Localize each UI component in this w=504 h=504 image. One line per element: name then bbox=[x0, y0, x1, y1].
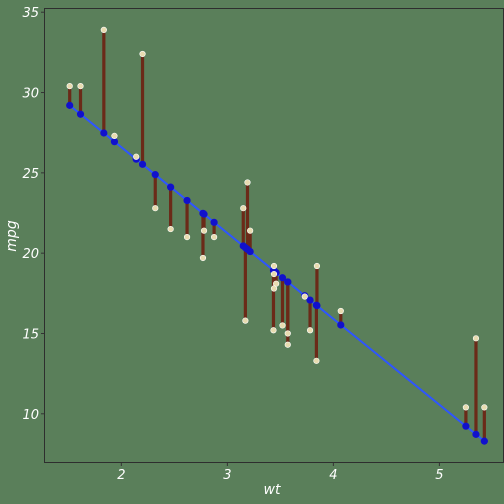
fitted-point bbox=[100, 129, 107, 136]
observed-point bbox=[245, 180, 251, 186]
fitted-point bbox=[472, 431, 479, 438]
y-tick-label: 25 bbox=[22, 167, 39, 182]
observed-point bbox=[112, 133, 118, 139]
observed-point bbox=[285, 342, 291, 348]
observed-point bbox=[101, 27, 107, 33]
observed-point bbox=[271, 286, 277, 292]
observed-point bbox=[473, 336, 479, 342]
observed-point bbox=[152, 205, 158, 211]
observed-point bbox=[271, 327, 277, 333]
fitted-point bbox=[210, 219, 217, 226]
x-tick-label: 3 bbox=[223, 468, 231, 483]
observed-point bbox=[285, 331, 291, 337]
x-tick-label: 2 bbox=[117, 468, 125, 483]
observed-point bbox=[200, 255, 206, 261]
fitted-point bbox=[66, 102, 73, 109]
x-axis-title: wt bbox=[264, 482, 281, 498]
y-tick-label: 20 bbox=[22, 247, 39, 262]
observed-point bbox=[482, 405, 488, 411]
observed-point bbox=[168, 226, 174, 232]
observed-point bbox=[240, 205, 246, 211]
fitted-point bbox=[152, 171, 159, 178]
fitted-point bbox=[111, 138, 118, 145]
observed-point bbox=[78, 83, 84, 89]
fitted-point bbox=[337, 321, 344, 328]
observed-point bbox=[140, 51, 146, 57]
observed-point bbox=[302, 294, 308, 300]
y-tick-label: 10 bbox=[22, 408, 39, 423]
observed-point bbox=[271, 271, 277, 277]
fitted-point bbox=[462, 423, 469, 430]
observed-point bbox=[271, 263, 277, 269]
y-axis-title: mpg bbox=[4, 220, 20, 252]
observed-point bbox=[463, 405, 469, 411]
observed-point bbox=[247, 228, 253, 234]
y-tick-label: 15 bbox=[22, 327, 39, 342]
fitted-point bbox=[200, 211, 207, 218]
fitted-point bbox=[481, 438, 488, 445]
fitted-point bbox=[313, 302, 320, 309]
fitted-point bbox=[242, 244, 249, 251]
observed-point bbox=[314, 263, 320, 269]
fitted-point bbox=[139, 161, 146, 168]
y-tick-label: 30 bbox=[22, 87, 39, 102]
fitted-point bbox=[284, 278, 291, 285]
observed-point bbox=[211, 234, 217, 240]
fitted-point bbox=[77, 111, 84, 118]
observed-point bbox=[280, 323, 286, 329]
observed-point bbox=[184, 234, 190, 240]
x-tick-label: 4 bbox=[329, 468, 337, 483]
fitted-point bbox=[167, 184, 174, 191]
observed-point bbox=[307, 327, 313, 333]
observed-point bbox=[201, 228, 207, 234]
fitted-point bbox=[183, 197, 190, 204]
x-tick-label: 5 bbox=[435, 468, 443, 483]
observed-point bbox=[243, 318, 249, 324]
y-tick-label: 35 bbox=[22, 6, 39, 21]
observed-point bbox=[338, 308, 344, 314]
observed-point bbox=[314, 358, 320, 364]
observed-point bbox=[133, 154, 139, 160]
observed-point bbox=[67, 83, 73, 89]
